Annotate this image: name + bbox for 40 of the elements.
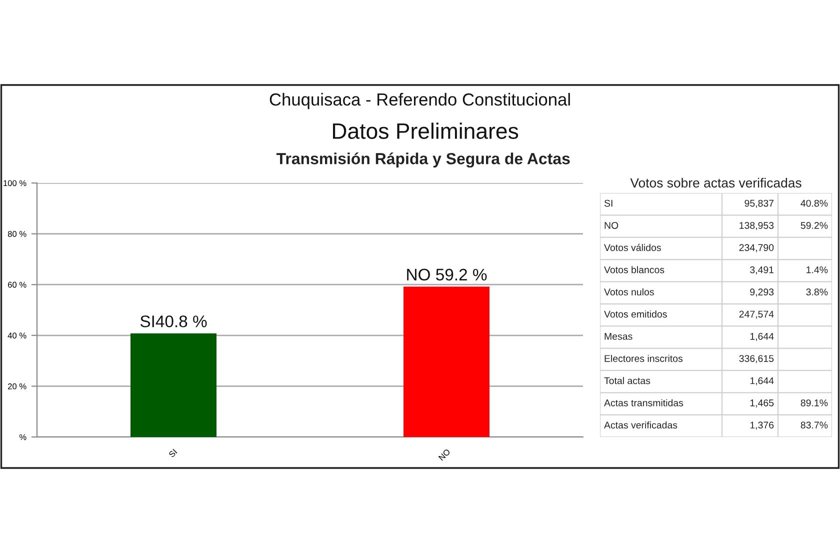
text: 336,615: [739, 355, 774, 364]
category-label: SI: [604, 200, 612, 207]
text: 1,376: [750, 422, 774, 430]
text: 9,293: [750, 288, 774, 297]
text: 1,644: [750, 377, 774, 386]
y-tick-label: 20 %: [8, 383, 26, 390]
category-label: Actas verificadas: [604, 421, 678, 429]
category-label: Actas transmitidas: [604, 399, 684, 406]
text: 1,465: [750, 399, 774, 408]
y-tick-label: 100 %: [4, 180, 26, 186]
text: 247,574: [739, 310, 774, 319]
text: 3.8%: [806, 288, 828, 296]
category-label: Votos blancos: [604, 266, 664, 274]
text: 83.7%: [800, 422, 828, 429]
text: 1,644: [750, 332, 774, 341]
text: 234,790: [739, 244, 774, 252]
category-label: Total actas: [604, 377, 650, 384]
y-tick-label: 80 %: [8, 231, 26, 237]
category-label: Votos válidos: [604, 244, 661, 252]
y-tick-label: %: [19, 434, 26, 440]
text: 40.8%: [800, 200, 828, 207]
chart-title: Chuquisaca - Referendo Constitucional: [270, 92, 570, 110]
category-label: Electores inscritos: [604, 354, 683, 362]
category-label: NO: [604, 222, 618, 229]
text: 138,953: [740, 222, 774, 230]
text: 89.1%: [800, 399, 828, 406]
text: 1.4%: [806, 266, 828, 274]
category-label: Votos emitidos: [604, 310, 667, 318]
category-label: Votos nulos: [604, 288, 654, 296]
text: Transmisión Rápida y Segura de Actas: [276, 152, 570, 168]
data-label: NO 59.2 %: [407, 268, 487, 281]
text: 59.2%: [800, 222, 828, 229]
data-label: SI40.8 %: [140, 315, 207, 328]
text: Votos sobre actas verificadas: [630, 178, 802, 188]
chart-subtitle: Datos Preliminares: [333, 122, 518, 139]
text: 95,837: [744, 200, 774, 208]
category-label: Mesas: [604, 333, 632, 340]
y-tick-label: 40 %: [8, 332, 26, 338]
text: 3,491: [750, 266, 774, 274]
y-tick-label: 60 %: [8, 282, 26, 288]
